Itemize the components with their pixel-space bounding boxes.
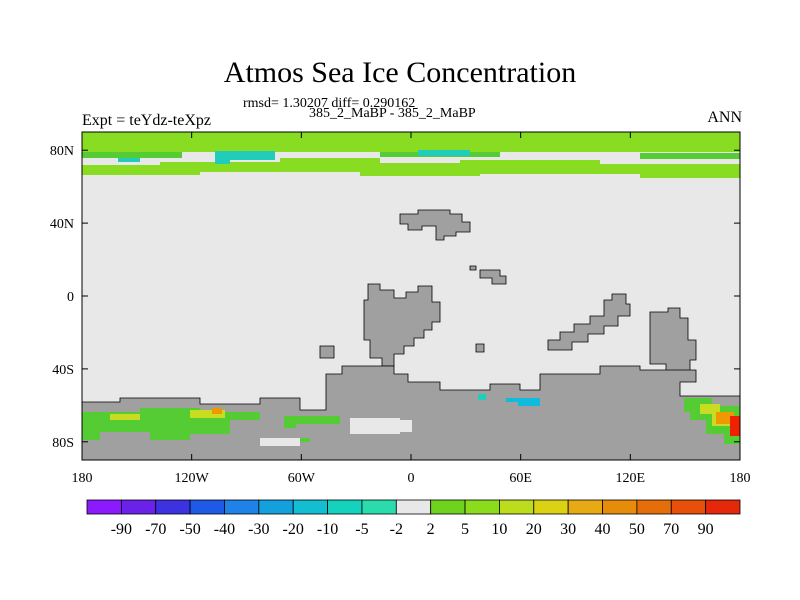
colorbar-box: [464, 499, 500, 515]
colorbar-box: [395, 499, 432, 515]
colorbar-box: [567, 499, 603, 515]
chart-title: Atmos Sea Ice Concentration: [223, 56, 577, 89]
y-axis: 80N 40N 0 40S 80S: [50, 144, 740, 451]
colorbar-label: 70: [663, 521, 679, 538]
antarctic-gap-2: [350, 418, 400, 434]
colorbar-label: 90: [698, 521, 714, 538]
colorbar-label: 40: [595, 521, 611, 538]
colorbar-box: [602, 499, 638, 515]
experiment-label: Expt = teYdz-teXpz: [82, 112, 211, 129]
x-tick-label: 120W: [175, 471, 210, 486]
x-tick-label: 180: [72, 471, 93, 486]
south-teal-spot-2: [506, 398, 540, 406]
x-tick-label: 120E: [616, 471, 646, 486]
land-south-america: [363, 283, 441, 367]
colorbar-label: 5: [461, 521, 469, 538]
x-tick-label: 0: [408, 471, 415, 486]
colorbar-box: [86, 499, 122, 515]
land-australia: [649, 307, 697, 373]
colorbar-box: [361, 499, 397, 515]
arctic-teal-patch-3: [418, 150, 470, 156]
x-tick-label: 180: [730, 471, 751, 486]
land-antarctica: [81, 365, 741, 461]
colorbar-box: [155, 499, 191, 515]
y-tick-label: 40N: [50, 217, 74, 232]
colorbar-box: [636, 499, 672, 515]
colorbar-label: 30: [560, 521, 576, 538]
antarctic-gap-1: [260, 438, 300, 446]
season-label: ANN: [707, 109, 742, 126]
south-yellow-band-west: [110, 410, 225, 420]
colorbar-label: -70: [145, 521, 166, 538]
x-tick-label: 60E: [509, 471, 532, 486]
y-tick-label: 80N: [50, 144, 74, 159]
colorbar-box: [292, 499, 328, 515]
arctic-band-south: [82, 158, 740, 178]
arctic-deep-green-1: [82, 152, 182, 158]
colorbar-box: [327, 499, 363, 515]
chart-subtitle: 385_2_MaBP - 385_2_MaBP: [309, 106, 476, 121]
y-tick-label: 80S: [52, 436, 74, 451]
colorbar-label: -40: [214, 521, 235, 538]
colorbar-box: [533, 499, 569, 515]
colorbar-label: 2: [427, 521, 435, 538]
colorbar-label: -20: [283, 521, 304, 538]
south-orange-band-east: [716, 412, 734, 424]
colorbar-label: 20: [526, 521, 542, 538]
colorbar-box: [224, 499, 260, 515]
colorbar-box: [705, 499, 741, 515]
colorbar-box: [670, 499, 707, 515]
arctic-deep-green-3: [640, 153, 740, 159]
colorbar-box: [189, 499, 225, 515]
colorbar-box: [430, 499, 466, 515]
colorbar-label: -50: [179, 521, 200, 538]
x-axis: 180 120W 60W 0 60E 120E 180: [72, 132, 751, 486]
colorbar-label: -30: [248, 521, 269, 538]
arctic-band-north: [82, 132, 740, 152]
colorbar-box: [499, 499, 535, 515]
colorbar-box: [258, 499, 294, 515]
map-fields: [81, 132, 741, 461]
colorbar-label: -2: [390, 521, 403, 538]
colorbar-label: 50: [629, 521, 645, 538]
colorbar-label: -5: [355, 521, 368, 538]
south-green-band-mid: [284, 416, 340, 428]
y-tick-label: 0: [67, 290, 74, 305]
south-teal-spot-3: [478, 394, 486, 400]
arctic-teal-patch-1: [215, 151, 275, 164]
colorbar-label: -10: [317, 521, 338, 538]
south-orange-spot: [212, 408, 222, 414]
rmsd-diff-stats: rmsd= 1.30207 diff= 0.290162: [243, 96, 416, 111]
x-tick-label: 60W: [288, 471, 316, 486]
land-africa-east: [475, 343, 485, 353]
arctic-teal-patch-2: [118, 158, 140, 162]
colorbar-label: 10: [491, 521, 507, 538]
land-andes-island: [319, 345, 335, 359]
land-eurasia: [399, 209, 471, 241]
colorbar: -90 -70 -50 -40 -30 -20 -10 -5 -2 2 5 10 20 30 40 50 70 9…: [86, 499, 741, 538]
south-red-band-east: [730, 416, 740, 436]
colorbar-box: [120, 499, 157, 515]
land-small-islands: [469, 265, 507, 285]
antarctic-gap-3: [400, 420, 412, 432]
colorbar-label: -90: [111, 521, 132, 538]
y-tick-label: 40S: [52, 363, 74, 378]
land-asia-ridge: [547, 293, 631, 351]
